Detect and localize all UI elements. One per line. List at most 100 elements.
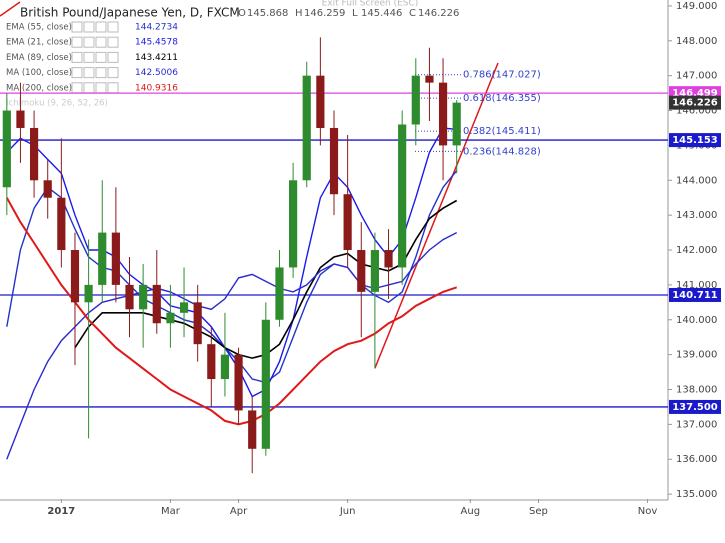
candle-body: [316, 75, 325, 128]
y-tick-label: 141.000: [676, 280, 717, 291]
ohlc-key: O: [238, 8, 246, 19]
candle-body: [343, 194, 352, 251]
y-tick-label: 139.000: [676, 350, 717, 361]
candle-body: [139, 284, 148, 310]
candle-body: [207, 344, 216, 380]
fib-label: 0.382(145.411): [463, 126, 541, 137]
price-box-label: 146.499: [672, 88, 718, 99]
legend-value: 142.5006: [135, 68, 178, 78]
price-box-label: 146.226: [672, 98, 718, 109]
candle-body: [2, 110, 11, 188]
candle-body: [248, 410, 257, 449]
x-tick-label: Sep: [529, 506, 548, 517]
legend-icon: [95, 21, 107, 33]
fullscreen-hint[interactable]: Exit Full Screen (ESC): [322, 0, 419, 9]
legend-name: EMA (55, close): [6, 23, 72, 33]
chart-title: British Pound/Japanese Yen, D, FXCM: [20, 6, 240, 20]
legend: EMA (55, close) 144.2734 EMA (21, close) 14…: [6, 21, 178, 109]
legend-name: Ichimoku (9, 26, 52, 26): [6, 99, 108, 109]
candle-body: [289, 180, 298, 268]
y-tick-label: 136.000: [676, 454, 717, 465]
legend-icon: [95, 36, 107, 48]
legend-icon: [71, 82, 83, 94]
x-tick-label: Apr: [230, 506, 248, 517]
ohlc-value: 146.259: [304, 8, 345, 19]
legend-icon: [83, 36, 95, 48]
legend-icon: [107, 21, 119, 33]
legend-value: 140.9316: [135, 83, 178, 93]
legend-icon: [83, 51, 95, 63]
y-tick-label: 143.000: [676, 210, 717, 221]
x-tick-label: Aug: [461, 506, 481, 517]
price-box: [669, 399, 721, 414]
fib-label: 0.786(147.027): [463, 70, 541, 81]
price-box-label: 145.153: [672, 135, 718, 146]
ohlc-value: 145.868: [247, 8, 288, 19]
candle-body: [125, 284, 134, 310]
candle-body: [425, 75, 434, 83]
ohlc-key: L: [352, 8, 358, 19]
y-tick-label: 147.000: [676, 71, 717, 82]
candle-body: [384, 250, 393, 268]
legend-name: MA (100, close): [6, 68, 72, 78]
ohlc-value: 146.226: [418, 8, 459, 19]
legend-icon: [95, 82, 107, 94]
candle-body: [98, 232, 107, 285]
ohlc-value: 145.446: [361, 8, 402, 19]
ohlc-key: H: [295, 8, 303, 19]
candle-body: [16, 110, 25, 128]
legend-icon: [107, 67, 119, 79]
ohlc-header: O 145.868 H 146.259 L 145.446 C 146.226: [238, 8, 459, 19]
legend-icon: [71, 36, 83, 48]
candle-body: [220, 354, 230, 380]
candle-body: [398, 124, 407, 268]
candle-body: [234, 354, 243, 411]
trend-line: [374, 62, 499, 369]
y-tick-label: 140.000: [676, 315, 717, 326]
x-tick-label: Mar: [161, 506, 181, 517]
candle-body: [84, 284, 93, 303]
y-tick-label: 148.000: [676, 36, 717, 47]
legend-icon: [83, 82, 95, 94]
legend-icon: [95, 51, 107, 63]
y-tick-label: 135.000: [676, 489, 717, 500]
candle-body: [193, 302, 202, 345]
y-tick-label: 149.000: [676, 1, 717, 12]
indicator-line: [6, 127, 457, 398]
candle-body: [411, 75, 420, 125]
price-box: [669, 287, 721, 302]
price-box-label: 140.711: [672, 290, 718, 301]
legend-icon: [107, 51, 119, 63]
legend-icon: [107, 36, 119, 48]
candle-body: [70, 250, 80, 303]
candle-body: [29, 127, 39, 181]
candle-body: [261, 319, 270, 449]
legend-name: MA (200, close): [6, 83, 72, 93]
legend-value: 143.4211: [135, 53, 178, 63]
legend-name: EMA (89, close): [6, 53, 72, 63]
legend-value: 145.4578: [135, 38, 178, 48]
price-box-label: 137.500: [672, 402, 718, 413]
ohlc-key: C: [409, 8, 416, 19]
legend-value: 144.2734: [135, 23, 178, 33]
indicator-line: [6, 170, 458, 384]
legend-icon: [71, 67, 83, 79]
candle-body: [357, 250, 366, 292]
candle-body: [166, 312, 175, 324]
candle-body: [452, 102, 461, 146]
y-tick-label: 142.000: [676, 245, 717, 256]
x-tick-label: Jun: [339, 506, 356, 517]
x-tick-label: Nov: [638, 506, 658, 517]
x-tick-label: 2017: [47, 506, 75, 517]
candle-body: [43, 180, 52, 198]
candle-body: [111, 232, 120, 285]
legend-icon: [71, 21, 83, 33]
candle-body: [152, 284, 161, 324]
y-tick-label: 146.000: [676, 106, 717, 117]
price-box: [669, 95, 721, 110]
candle-body: [57, 197, 66, 251]
legend-icon: [83, 67, 95, 79]
indicator-line: [5, 197, 458, 426]
legend-icon: [71, 51, 83, 63]
